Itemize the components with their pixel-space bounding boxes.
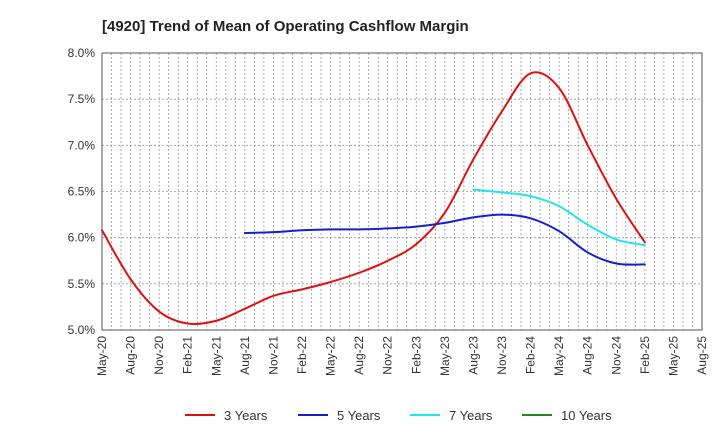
y-tick-label: 6.0% <box>68 231 96 245</box>
legend-label: 10 Years <box>561 408 612 423</box>
series-line-1 <box>101 71 646 326</box>
y-tick-label: 5.5% <box>68 277 96 291</box>
legend-label: 3 Years <box>224 408 268 423</box>
series-lines <box>101 71 646 326</box>
x-tick-label: Feb-22 <box>295 336 309 374</box>
x-tick-label: Nov-20 <box>152 336 166 375</box>
x-tick-label: Feb-21 <box>181 336 195 374</box>
x-tick-label: May-22 <box>324 336 338 376</box>
legend: 3 Years 5 Years 7 Years 10 Years <box>185 408 612 423</box>
series-line-2 <box>243 213 646 266</box>
plot-frame <box>101 52 703 331</box>
y-tick-label: 7.0% <box>68 138 96 152</box>
x-tick-label: Nov-21 <box>266 336 280 375</box>
x-tick-label: Feb-23 <box>409 336 423 374</box>
x-tick-label: May-20 <box>95 336 109 376</box>
x-tick-label: Nov-22 <box>381 336 395 375</box>
x-tick-label: Nov-24 <box>609 336 623 375</box>
x-tick-label: Aug-24 <box>581 336 595 375</box>
y-tick-label: 6.5% <box>68 185 96 199</box>
y-tick-label: 8.0% <box>68 46 96 60</box>
x-axis-ticks: May-20 Aug-20 Nov-20 Feb-21 May-21 Aug-21 Nov-… <box>95 336 709 376</box>
chart-title: [4920] Trend of Mean of Operating Cashfl… <box>102 18 469 35</box>
y-tick-label: 7.5% <box>68 92 96 106</box>
legend-label: 5 Years <box>337 408 381 423</box>
legend-label: 7 Years <box>449 408 493 423</box>
x-tick-label: Aug-25 <box>695 336 709 375</box>
x-tick-label: Nov-23 <box>495 336 509 375</box>
x-tick-label: Aug-23 <box>466 336 480 375</box>
series-line-3 <box>472 188 646 247</box>
x-tick-label: Aug-22 <box>352 336 366 375</box>
x-tick-label: May-23 <box>438 336 452 376</box>
x-tick-label: Feb-24 <box>524 336 538 374</box>
x-tick-label: Feb-25 <box>638 336 652 374</box>
x-tick-label: Aug-21 <box>238 336 252 375</box>
x-tick-label: May-21 <box>209 336 223 376</box>
x-tick-label: May-24 <box>552 336 566 376</box>
x-tick-label: May-25 <box>666 336 680 376</box>
y-tick-label: 5.0% <box>68 323 96 337</box>
y-axis-ticks: 5.0% 5.5% 6.0% 6.5% 7.0% 7.5% 8.0% <box>68 46 96 337</box>
x-tick-label: Aug-20 <box>124 336 138 375</box>
